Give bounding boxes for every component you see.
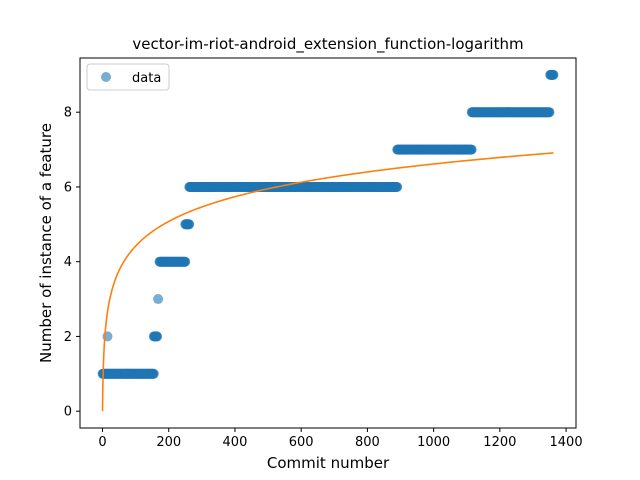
legend-box — [86, 63, 170, 91]
y-tick-label: 8 — [64, 106, 72, 121]
plot-area — [79, 57, 577, 429]
y-axis-label: Number of instance of a feature — [37, 123, 55, 363]
data-point — [180, 256, 191, 267]
y-tick-label: 0 — [64, 405, 72, 420]
data-point — [466, 144, 477, 155]
axes-frame — [79, 57, 577, 429]
data-point — [392, 181, 403, 192]
data-point — [184, 219, 195, 230]
x-tick-label: 1000 — [417, 435, 450, 450]
legend-label-data: data — [132, 71, 161, 86]
chart-title: vector-im-riot-android_extension_functio… — [132, 35, 523, 54]
data-point — [148, 368, 159, 379]
y-tick-label: 2 — [64, 330, 72, 345]
data-point — [544, 107, 555, 118]
x-tick-label: 400 — [223, 435, 248, 450]
legend-marker-data — [101, 72, 111, 82]
y-axis: 0 2 4 6 8 — [64, 106, 80, 420]
data-layer — [97, 69, 559, 412]
legend: data — [86, 63, 170, 91]
x-axis-label: Commit number — [267, 454, 390, 472]
y-tick-label: 6 — [64, 180, 72, 195]
x-tick-label: 1200 — [483, 435, 516, 450]
x-tick-label: 800 — [355, 435, 380, 450]
x-axis: 0 200 400 600 800 1000 1200 1400 — [98, 428, 583, 450]
x-tick-label: 1400 — [550, 435, 583, 450]
x-tick-label: 0 — [98, 435, 106, 450]
x-tick-label: 600 — [289, 435, 314, 450]
data-point — [152, 331, 163, 342]
x-tick-label: 200 — [156, 435, 181, 450]
y-tick-label: 4 — [64, 255, 72, 270]
data-point — [548, 69, 559, 80]
fit-line — [101, 152, 554, 412]
data-point — [153, 294, 164, 305]
